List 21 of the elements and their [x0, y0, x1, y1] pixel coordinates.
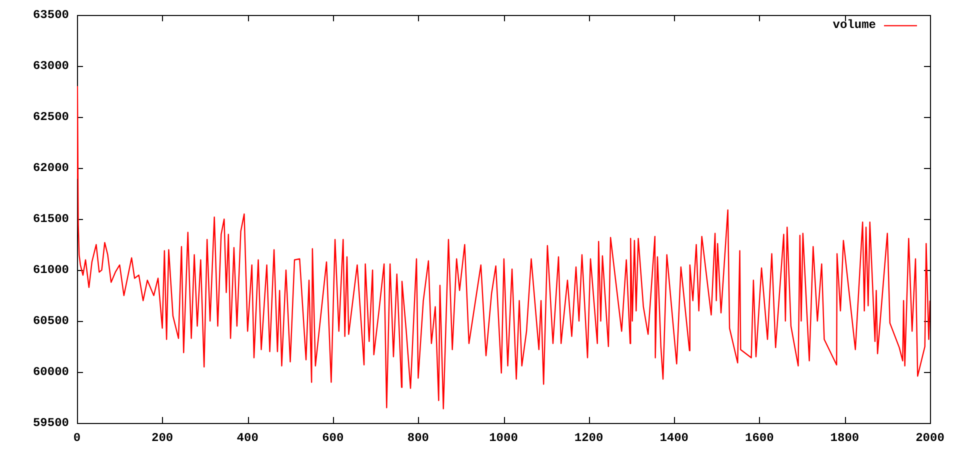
y-tick-label: 61500: [32, 212, 69, 226]
x-tick-label: 1200: [574, 431, 604, 446]
x-tick-label: 200: [151, 431, 174, 446]
y-tick-label: 60000: [32, 365, 69, 380]
legend-label: volume: [832, 18, 876, 32]
x-tick-label: 1600: [744, 431, 774, 446]
x-tick-label: 1000: [489, 431, 518, 446]
x-tick-label: 600: [322, 431, 344, 446]
x-tick-label: 800: [407, 431, 430, 446]
x-tick-label: 1800: [830, 431, 860, 446]
x-tick-label: 1400: [660, 431, 689, 446]
y-tick-label: 63000: [32, 59, 69, 74]
x-tick-label: 400: [236, 431, 258, 446]
y-tick-label: 60500: [32, 314, 69, 328]
y-tick-label: 62500: [32, 110, 69, 124]
y-tick-label: 63500: [32, 8, 69, 22]
x-tick-label: 0: [73, 431, 81, 446]
y-tick-label: 61000: [32, 263, 69, 278]
y-tick-label: 59500: [32, 416, 69, 430]
y-tick-label: 62000: [32, 161, 69, 176]
x-tick-label: 2000: [916, 431, 944, 446]
